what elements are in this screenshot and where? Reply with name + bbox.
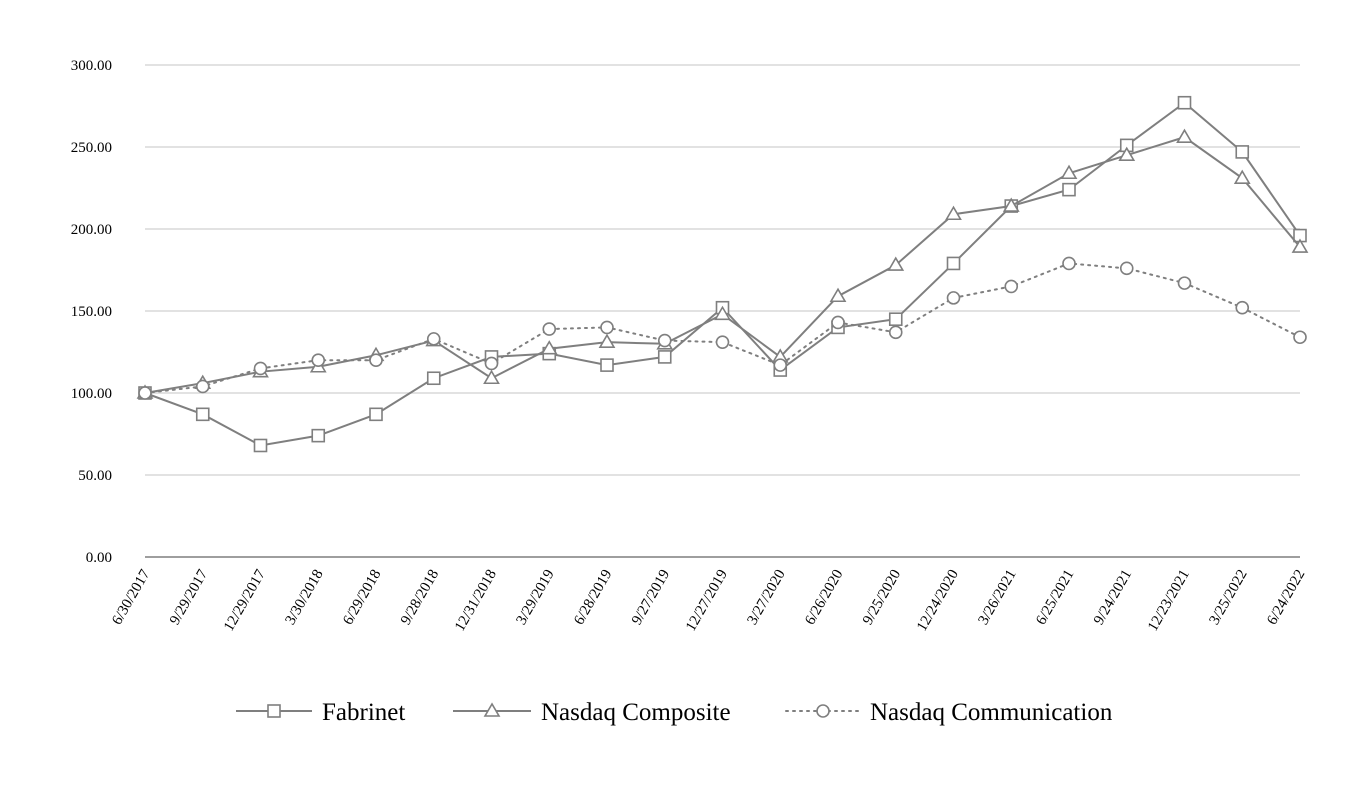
data-point [311, 428, 326, 443]
y-tick-label: 200.00 [71, 222, 112, 238]
data-point [195, 379, 210, 394]
data-point [598, 333, 616, 348]
data-point [888, 325, 903, 340]
x-tick-label: 6/29/2018 [340, 567, 384, 628]
x-tick-label: 12/27/2019 [683, 567, 731, 634]
data-point [1177, 95, 1192, 110]
y-axis-ticks: 0.00 50.00 100.00 150.00 200.00 250.00 300.00 [71, 58, 112, 566]
data-point [253, 438, 268, 453]
data-point [1235, 300, 1250, 315]
data-point [1060, 164, 1078, 180]
data-point [540, 340, 558, 355]
data-point [945, 205, 962, 221]
data-point [887, 256, 905, 271]
x-tick-label: 12/23/2021 [1145, 567, 1193, 634]
data-point [600, 358, 614, 372]
data-point [773, 358, 788, 372]
data-point [138, 386, 152, 400]
x-tick-label: 3/26/2021 [975, 567, 1019, 628]
data-point [542, 322, 557, 336]
data-point [1118, 146, 1136, 161]
x-tick-label: 3/30/2018 [282, 567, 326, 628]
data-point [714, 305, 731, 321]
data-point [426, 332, 441, 346]
legend-label: Nasdaq Composite [541, 699, 731, 726]
x-tick-label: 3/29/2019 [513, 567, 557, 628]
x-tick-label: 12/24/2020 [914, 567, 962, 634]
data-point [1235, 145, 1250, 159]
legend-marker [483, 702, 501, 717]
data-point [311, 353, 326, 368]
legend-marker [267, 704, 281, 718]
data-point [1176, 128, 1193, 143]
x-tick-label: 6/30/2017 [109, 567, 154, 628]
data-point [1177, 276, 1192, 290]
data-point [1002, 197, 1020, 212]
x-tick-label: 3/27/2020 [744, 567, 788, 628]
x-tick-label: 12/29/2017 [221, 567, 269, 635]
legend-item-nasdaq-communication: Nasdaq Communication [785, 699, 1113, 726]
data-point [1062, 182, 1076, 197]
series-line [144, 262, 1301, 394]
legend-item-nasdaq-composite: Nasdaq Composite [453, 699, 731, 726]
series-fabrinet [138, 95, 1307, 453]
legend: Fabrinet Nasdaq Composite Nasdaq Communica… [236, 699, 1113, 726]
data-point [369, 407, 383, 422]
data-point [829, 287, 847, 303]
data-point [426, 371, 441, 386]
x-tick-label: 12/31/2018 [452, 567, 500, 634]
x-tick-label: 6/25/2021 [1033, 567, 1077, 628]
data-point [946, 256, 961, 271]
x-tick-label: 9/29/2017 [167, 567, 212, 628]
data-point [1004, 279, 1019, 294]
x-tick-label: 9/24/2021 [1091, 567, 1135, 628]
data-point [946, 291, 961, 305]
data-point [715, 335, 730, 349]
data-point [195, 407, 210, 422]
x-tick-label: 9/27/2019 [629, 567, 673, 628]
legend-label: Fabrinet [322, 699, 405, 726]
x-tick-label: 6/26/2020 [802, 567, 846, 628]
x-tick-label: 3/25/2022 [1206, 567, 1250, 628]
data-point [1119, 261, 1134, 276]
series-nasdaq-communication [138, 256, 1307, 400]
data-point [657, 333, 672, 348]
x-tick-label: 6/28/2019 [571, 567, 615, 628]
legend-item-fabrinet: Fabrinet [236, 699, 405, 726]
y-tick-label: 50.00 [78, 468, 112, 484]
y-tick-label: 150.00 [71, 304, 112, 320]
legend-label: Nasdaq Communication [870, 699, 1113, 726]
y-tick-label: 0.00 [86, 550, 112, 566]
data-point [484, 356, 499, 371]
y-tick-label: 250.00 [71, 140, 112, 156]
data-point [657, 350, 672, 364]
x-axis-ticks: 6/30/2017 9/29/2017 12/29/2017 3/30/2018 6/2… [109, 567, 1308, 635]
y-tick-label: 300.00 [71, 58, 112, 74]
data-point [888, 312, 903, 327]
data-point [1293, 330, 1307, 345]
data-point [1233, 169, 1251, 184]
data-point [1291, 238, 1309, 253]
x-tick-label: 9/28/2018 [398, 567, 442, 628]
data-point [1062, 256, 1076, 271]
data-point [600, 320, 614, 335]
x-tick-label: 6/24/2022 [1264, 567, 1308, 628]
legend-marker [816, 704, 830, 718]
data-point [483, 369, 500, 385]
x-tick-label: 9/25/2020 [860, 567, 904, 628]
y-tick-label: 100.00 [71, 386, 112, 402]
series-group [136, 95, 1309, 453]
data-point [253, 361, 268, 376]
data-point [369, 353, 383, 368]
data-point [831, 315, 845, 330]
